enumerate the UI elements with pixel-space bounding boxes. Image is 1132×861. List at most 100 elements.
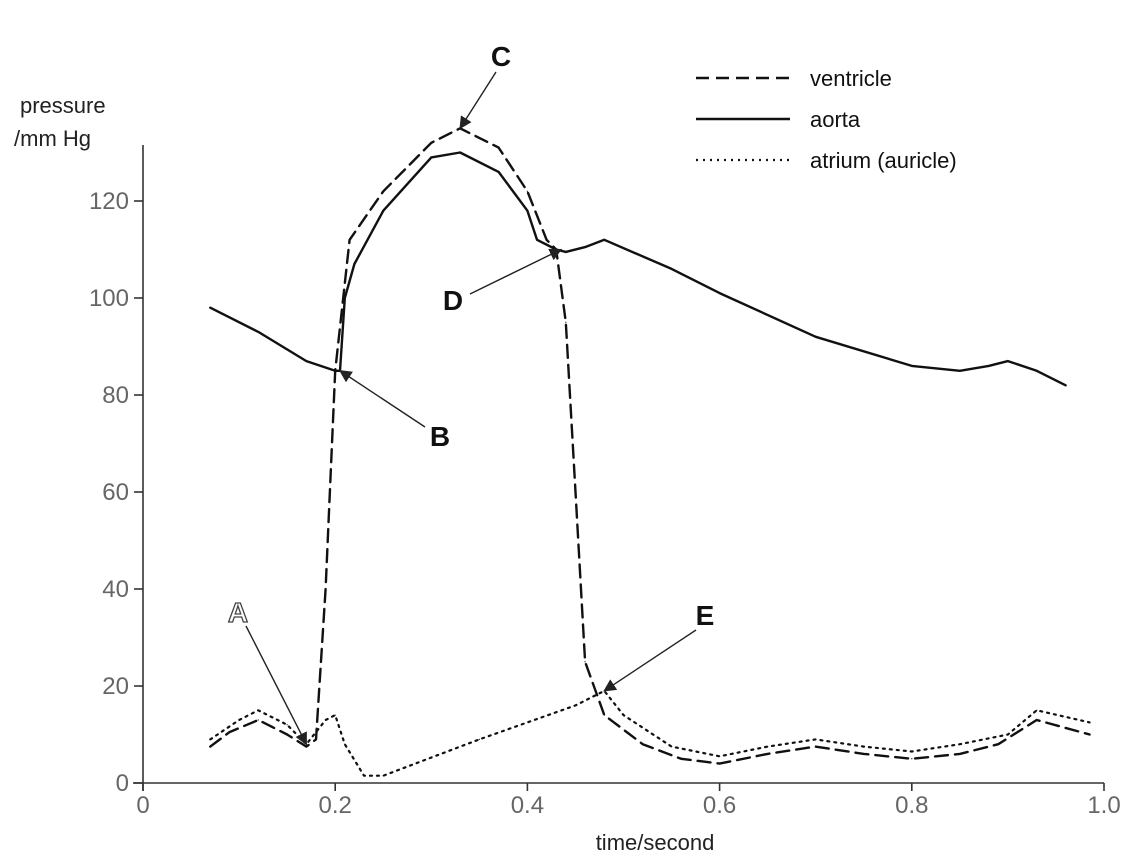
legend-label-aorta: aorta (810, 107, 861, 132)
x-tick-label: 0.2 (319, 792, 352, 819)
callout-arrow-A (245, 625, 307, 746)
callout-arrow-D (469, 248, 563, 295)
series-line-aorta (209, 151, 1067, 387)
data-point-atrium (257, 709, 259, 711)
data-point-atrium (911, 750, 913, 753)
data-point-ventricle (603, 714, 605, 716)
data-point-aorta (719, 292, 721, 294)
data-point-atrium (574, 704, 577, 707)
data-point-aorta (536, 239, 538, 241)
data-point-ventricle (209, 746, 211, 748)
legend-label-atrium: atrium (auricle) (810, 148, 957, 173)
callout-arrow-C (459, 71, 497, 130)
data-point-ventricle (863, 753, 865, 755)
data-point-aorta (334, 370, 336, 372)
data-point-aorta (305, 360, 307, 362)
data-point-ventricle (815, 746, 817, 748)
data-point-aorta (911, 365, 913, 367)
legend: ventricle aorta atrium (auricle) (696, 66, 957, 173)
axes: 0 20 40 60 80 100 120 0 0.2 0.4 0.6 0.8 1.0 pressure /… (14, 93, 1121, 855)
data-point-aorta (382, 210, 384, 212)
data-point-aorta (565, 251, 567, 253)
data-point-atrium (324, 719, 327, 721)
data-point-ventricle (1088, 733, 1091, 736)
y-tick-label: 80 (102, 382, 129, 409)
callout-label-A: A (228, 597, 248, 628)
data-point-atrium (670, 746, 673, 748)
callout-arrow-E (603, 629, 697, 692)
data-point-atrium (622, 714, 625, 716)
data-point-aorta (603, 239, 605, 241)
data-point-aorta (459, 151, 461, 154)
data-point-atrium (238, 719, 240, 721)
data-point-aorta (1036, 370, 1038, 372)
data-point-aorta (430, 156, 432, 158)
callout-label-D: D (443, 285, 463, 316)
data-point-aorta (1007, 360, 1009, 362)
data-point-atrium (959, 743, 961, 745)
data-point-ventricle (382, 190, 384, 192)
data-point-ventricle (767, 753, 769, 755)
data-point-ventricle (497, 147, 500, 149)
series-layer (209, 127, 1091, 777)
data-point-ventricle (305, 746, 307, 748)
data-point-atrium (363, 775, 365, 777)
y-tick-label: 120 (89, 188, 129, 215)
data-point-atrium (344, 743, 346, 745)
callout-label-E: E (696, 600, 715, 631)
data-point-ventricle (680, 758, 682, 760)
y-tick-label: 60 (102, 479, 129, 506)
x-tick-label: 1.0 (1087, 792, 1120, 819)
y-tick-label: 100 (89, 285, 129, 312)
data-point-ventricle (1036, 719, 1038, 721)
x-tick-label: 0 (136, 792, 149, 819)
data-point-ventricle (286, 733, 288, 736)
x-tick-label: 0.8 (895, 792, 928, 819)
data-point-aorta (1064, 384, 1067, 386)
data-point-aorta (670, 268, 673, 270)
data-point-aorta (497, 171, 500, 173)
data-point-ventricle (959, 753, 961, 755)
data-point-ventricle (228, 731, 231, 733)
data-point-aorta (555, 248, 557, 251)
data-point-atrium (863, 746, 865, 748)
data-point-ventricle (257, 719, 259, 721)
y-axis-title-line2: /mm Hg (14, 126, 91, 151)
data-point-ventricle (911, 758, 913, 760)
data-point-ventricle (584, 661, 586, 663)
data-point-atrium (767, 746, 769, 748)
data-point-aorta (815, 336, 817, 338)
data-point-ventricle (526, 190, 529, 192)
data-point-atrium (1036, 709, 1038, 711)
data-point-ventricle (315, 738, 317, 740)
data-point-atrium (719, 755, 721, 757)
data-point-ventricle (430, 142, 432, 144)
data-point-ventricle (546, 239, 548, 241)
data-point-ventricle (719, 763, 721, 765)
data-point-ventricle (565, 321, 567, 323)
data-point-atrium (209, 738, 211, 740)
data-point-ventricle (642, 743, 644, 745)
y-tick-label: 20 (102, 673, 129, 700)
x-axis-title: time/second (596, 830, 715, 855)
data-point-atrium (382, 775, 384, 777)
data-point-aorta (353, 263, 356, 265)
data-point-atrium (286, 724, 288, 726)
series-line-ventricle (209, 127, 1091, 765)
y-tick-label: 0 (116, 770, 129, 797)
callout-label-B: B (430, 421, 450, 452)
data-point-aorta (526, 210, 529, 212)
y-tick-label: 40 (102, 576, 129, 603)
data-point-atrium (1088, 721, 1091, 723)
callout-label-C: C (491, 41, 511, 72)
data-point-aorta (344, 297, 346, 299)
data-point-ventricle (574, 491, 577, 493)
data-point-atrium (334, 714, 336, 716)
data-point-atrium (815, 738, 817, 740)
series-line-atrium (209, 689, 1091, 777)
data-point-aorta (959, 370, 961, 372)
data-point-ventricle (349, 239, 351, 241)
data-point-ventricle (997, 743, 999, 745)
data-point-aorta (257, 331, 259, 333)
